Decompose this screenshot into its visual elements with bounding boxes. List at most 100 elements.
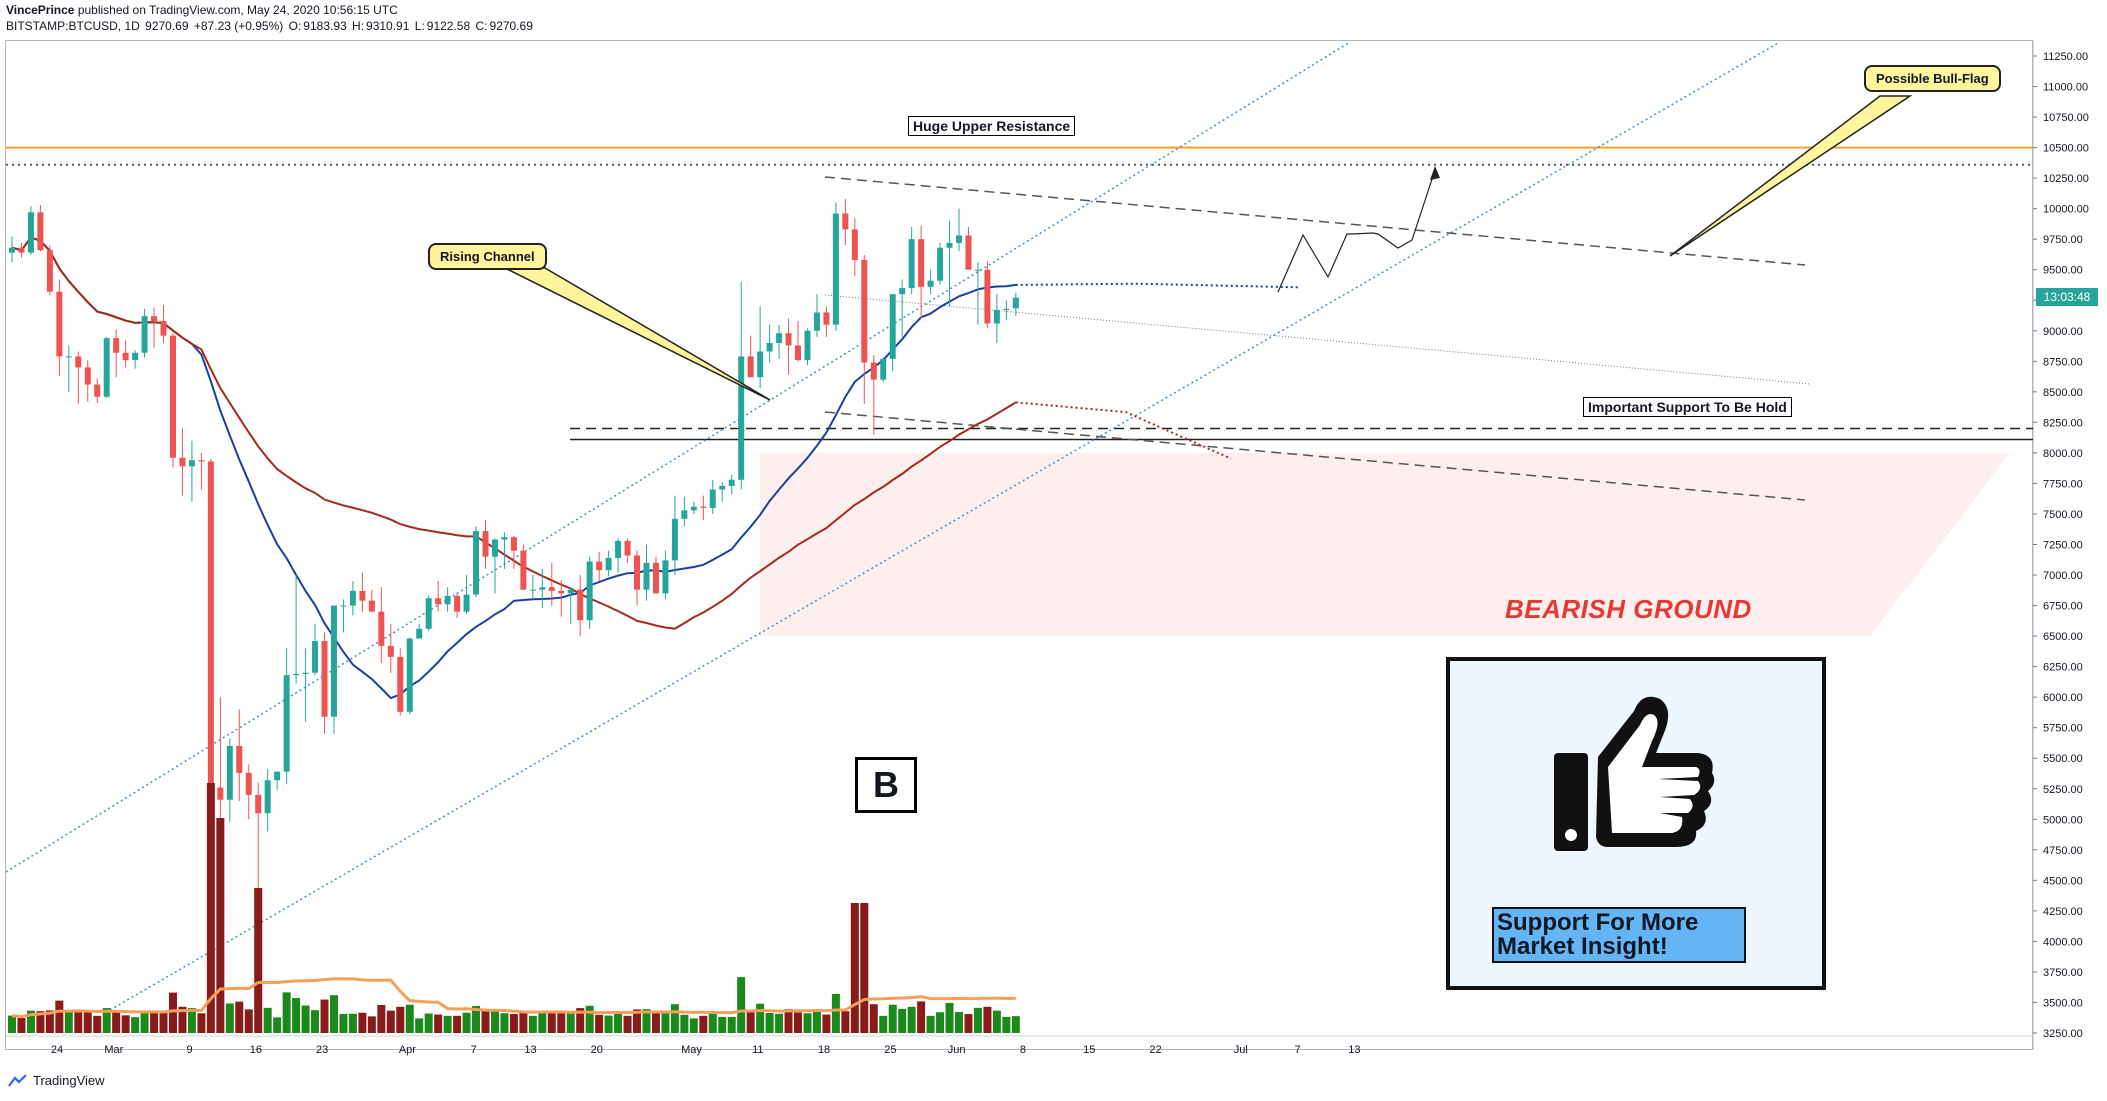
volume-bar <box>453 1015 462 1033</box>
support-cta[interactable]: Support For More Market Insight! <box>1492 907 1746 963</box>
volume-bar <box>595 1014 604 1033</box>
candle-body <box>274 771 281 781</box>
candle-body <box>217 787 224 800</box>
candle-body <box>690 506 697 511</box>
candle-body <box>889 294 896 359</box>
volume-bar <box>472 1006 481 1033</box>
y-tick-label: 11250.00 <box>2043 51 2088 63</box>
candle-body <box>312 640 319 673</box>
volume-bar <box>348 1013 357 1033</box>
open-value: 9183.93 <box>303 19 347 33</box>
candle-body <box>747 356 754 378</box>
y-tick-label: 6500.00 <box>2043 631 2083 643</box>
y-tick-label: 9000.00 <box>2043 326 2083 338</box>
volume-bar <box>64 1011 73 1033</box>
candle-body <box>728 479 735 486</box>
candle-body <box>368 600 375 612</box>
candle-body <box>615 540 622 558</box>
candle-body <box>577 589 584 621</box>
volume-bar <box>168 992 177 1033</box>
volume-bar <box>102 1008 111 1033</box>
volume-bar <box>992 1010 1001 1033</box>
volume-bar <box>936 1012 945 1033</box>
x-tick-label: 25 <box>884 1044 896 1056</box>
candle-body <box>804 330 811 361</box>
high-label: H: <box>352 19 365 33</box>
candle-body <box>27 212 34 253</box>
volume-bar <box>178 1006 187 1033</box>
volume-bar <box>206 783 215 1033</box>
y-tick-label: 5500.00 <box>2043 753 2083 765</box>
candle-body <box>255 794 262 814</box>
volume-bar <box>708 1013 717 1033</box>
thumbs-up-icon <box>1554 696 1715 851</box>
y-tick-label: 10750.00 <box>2043 112 2089 124</box>
candle-body <box>122 352 129 361</box>
author-name[interactable]: VincePrince <box>6 3 75 17</box>
candle-body <box>283 675 290 772</box>
volume-bar <box>273 1017 282 1033</box>
price-change: +87.23 (+0.95%) <box>193 19 284 33</box>
candle-body <box>946 242 953 248</box>
y-tick-label: 5750.00 <box>2043 723 2083 735</box>
candle-body <box>681 510 688 519</box>
volume-bar <box>633 1009 642 1033</box>
y-tick-label: 11000.00 <box>2043 82 2088 94</box>
candle-body <box>9 247 15 253</box>
x-tick-label: Mar <box>104 1044 123 1056</box>
volume-bar <box>500 1013 509 1033</box>
candle-body <box>927 280 934 287</box>
volume-bar <box>83 1012 92 1033</box>
volume-bar <box>973 1007 982 1033</box>
volume-bar <box>841 1011 850 1033</box>
candle-body <box>937 247 944 281</box>
volume-bar <box>898 1008 907 1033</box>
volume-ma-line <box>11 977 1016 1019</box>
open-label: O: <box>288 19 302 33</box>
candle-body <box>207 461 214 788</box>
bearish-ground-label: BEARISH GROUND <box>1505 594 1752 624</box>
ma-slow-projection <box>1015 401 1232 460</box>
candle-body <box>652 562 659 594</box>
x-tick-label: Apr <box>399 1044 416 1056</box>
channel-upper-line <box>5 41 1351 873</box>
volume-bar <box>339 1014 348 1033</box>
candle-body <box>510 537 517 551</box>
candle-body <box>870 362 877 380</box>
volume-bar <box>670 1004 679 1033</box>
bull-flag-pointer <box>1669 95 1913 257</box>
volume-bar <box>737 977 746 1033</box>
candle-body <box>236 746 243 773</box>
support-text-line1: Support For More <box>1497 909 1699 936</box>
volume-bar <box>803 1013 812 1033</box>
candle-body <box>330 605 337 717</box>
candle-body <box>84 367 91 385</box>
x-tick-label: 13 <box>1348 1044 1360 1056</box>
candle-body <box>880 358 887 380</box>
candle-body <box>596 561 603 571</box>
x-tick-label: 7 <box>1295 1044 1301 1056</box>
channel-lower-line <box>109 41 1781 1011</box>
volume-bar <box>794 1012 803 1033</box>
volume-bar <box>680 1014 689 1033</box>
candle-body <box>463 594 470 612</box>
candle-body <box>567 589 574 594</box>
y-tick-label: 8250.00 <box>2043 417 2083 429</box>
volume-bar <box>396 1006 405 1033</box>
y-tick-label: 4250.00 <box>2043 906 2083 918</box>
candle-body <box>397 656 404 712</box>
volume-bar <box>74 1009 83 1033</box>
x-tick-label: 13 <box>524 1044 536 1056</box>
candle-body <box>757 351 764 378</box>
symbol-label[interactable]: BITSTAMP:BTCUSD, 1D <box>6 19 140 33</box>
volume-bar <box>509 1014 518 1033</box>
candle-body <box>776 333 783 343</box>
volume-bar <box>462 1012 471 1033</box>
support-card[interactable]: Support For More Market Insight! <box>1446 657 1826 990</box>
chart-header: VincePrince published on TradingView.com… <box>6 2 535 34</box>
candle-body <box>795 345 802 361</box>
rising-channel-pointer <box>504 267 771 401</box>
low-value: 9122.58 <box>426 19 471 33</box>
candle-body <box>671 518 678 561</box>
